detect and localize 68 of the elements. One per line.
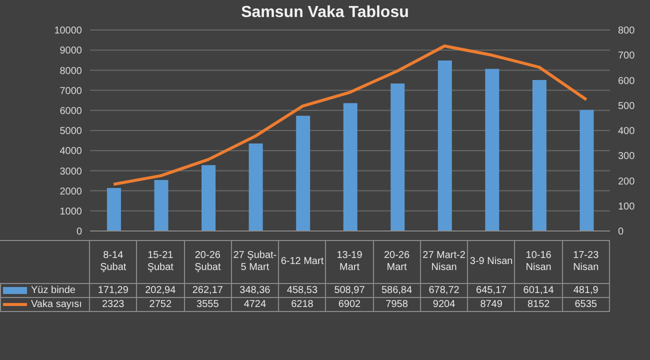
y2-tick-label: 400 <box>618 126 636 138</box>
data-label: 262,17 <box>184 284 232 298</box>
x-tick-label: 3-9 Nisan <box>468 241 516 284</box>
y-tick-label: 4000 <box>60 146 82 158</box>
x-tick-label: 13-19 Mart <box>326 241 374 284</box>
data-label: 586,84 <box>374 284 421 298</box>
data-label: 2323 <box>90 298 138 312</box>
data-label: 601,14 <box>515 284 563 298</box>
x-tick-label: 17-23 Nisan <box>562 241 610 284</box>
data-label: 4724 <box>232 298 280 312</box>
y-tick-label: 0 <box>76 226 82 238</box>
x-tick-label: 15-21 Şubat <box>137 241 185 284</box>
y-tick-label: 7000 <box>60 86 82 97</box>
data-label: 458,53 <box>279 284 326 298</box>
bar <box>438 60 452 231</box>
y-tick-label: 8000 <box>60 66 82 77</box>
y2-tick-label: 100 <box>618 201 636 212</box>
data-label: 202,94 <box>137 284 185 298</box>
bar <box>532 80 546 231</box>
legend-label: Vaka sayısı <box>31 299 82 310</box>
x-tick-label: 20-26 Mart <box>374 241 421 284</box>
y-tick-label: 6000 <box>60 106 82 117</box>
y2-tick-label: 0 <box>618 226 624 238</box>
data-label: 2752 <box>137 298 185 312</box>
data-label: 481,9 <box>562 284 610 298</box>
data-label: 348,36 <box>232 284 280 298</box>
data-label: 6902 <box>326 298 374 312</box>
data-label: 9204 <box>420 298 468 312</box>
x-tick-label: 8-14 Şubat <box>90 241 138 284</box>
data-label: 3555 <box>184 298 232 312</box>
y2-tick-label: 800 <box>618 26 636 37</box>
data-label: 171,29 <box>90 284 138 298</box>
y-tick-label: 10000 <box>54 26 82 37</box>
bar <box>296 116 310 231</box>
y2-tick-label: 600 <box>618 76 636 87</box>
data-label: 8152 <box>515 298 563 312</box>
legend-label: Yüz binde <box>31 285 76 296</box>
data-label: 645,17 <box>468 284 516 298</box>
bar <box>248 143 263 231</box>
line-series <box>112 44 588 186</box>
y2-tick-label: 500 <box>618 100 636 112</box>
y2-tick-label: 200 <box>618 176 636 188</box>
x-tick-label: 6-12 Mart <box>279 241 326 284</box>
x-tick-label: 27 Mart-2 Nisan <box>420 241 468 284</box>
y2-tick-label: 300 <box>618 151 636 162</box>
x-tick-label: 20-26 Şubat <box>184 241 232 284</box>
data-label: 6218 <box>279 298 326 312</box>
data-label: 508,97 <box>326 284 374 298</box>
y-tick-label: 3000 <box>60 166 82 178</box>
data-label: 6535 <box>562 298 610 312</box>
bar <box>154 180 168 231</box>
bar <box>390 84 405 231</box>
data-label: 678,72 <box>420 284 468 298</box>
x-tick-label: 10-16 Nisan <box>515 241 563 284</box>
y-tick-label: 1000 <box>60 206 82 218</box>
y2-tick-label: 700 <box>618 50 636 62</box>
bar <box>485 68 500 231</box>
bar <box>202 165 216 231</box>
y-tick-label: 5000 <box>60 126 82 138</box>
y-tick-label: 9000 <box>60 46 82 57</box>
chart-title: Samsun Vaka Tablosu <box>240 4 410 22</box>
x-tick-label: 27 Şubat-5 Mart <box>232 241 280 284</box>
bar <box>343 103 358 231</box>
data-label: 8749 <box>468 298 516 312</box>
data-label: 7958 <box>374 298 421 312</box>
bar <box>580 110 594 231</box>
bar <box>107 188 121 231</box>
y-tick-label: 2000 <box>60 186 82 198</box>
